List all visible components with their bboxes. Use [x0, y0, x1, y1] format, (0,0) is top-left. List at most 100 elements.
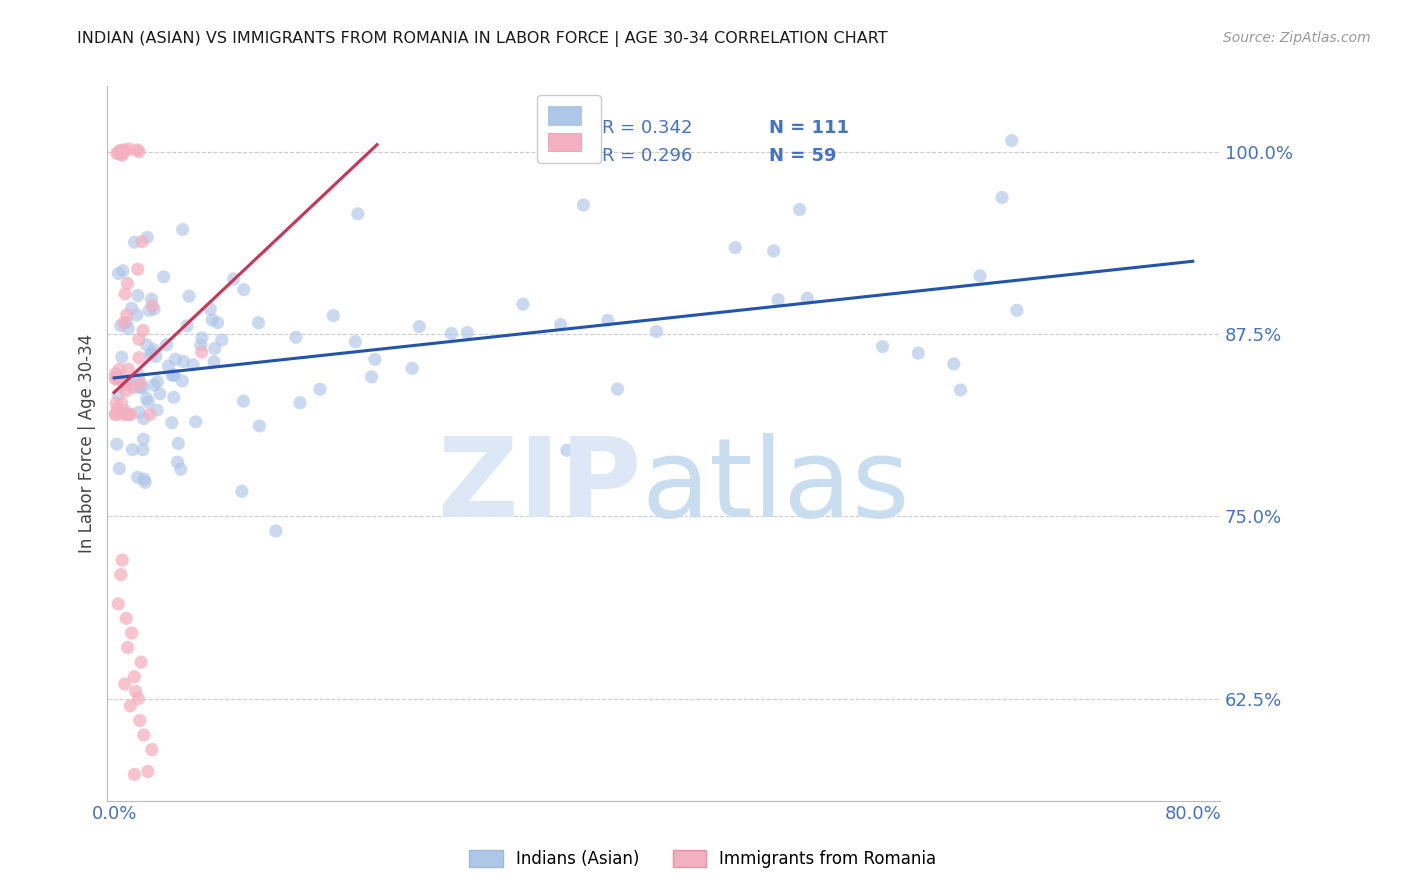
Text: N = 59: N = 59 [769, 147, 837, 165]
Point [796, 291, 818, 305]
Point [114, 403, 136, 417]
Point [107, 387, 129, 401]
Point [132, 323, 155, 337]
Point [117, 277, 139, 291]
Point [176, 318, 198, 333]
Point [141, 742, 163, 756]
Point [127, 470, 149, 484]
Point [107, 401, 129, 416]
Point [107, 370, 129, 384]
Point [127, 143, 149, 157]
Point [190, 338, 212, 352]
Point [110, 567, 132, 582]
Point [128, 714, 150, 728]
Point [163, 368, 186, 382]
Point [111, 350, 134, 364]
Point [114, 677, 136, 691]
Point [172, 222, 194, 236]
Point [232, 283, 254, 297]
Point [124, 670, 146, 684]
Point [105, 396, 128, 410]
Point [322, 309, 344, 323]
Point [152, 269, 174, 284]
Point [201, 313, 224, 327]
Point [120, 408, 142, 422]
Point [132, 432, 155, 446]
Point [346, 207, 368, 221]
Point [724, 241, 747, 255]
Point [136, 230, 159, 244]
Text: INDIAN (ASIAN) VS IMMIGRANTS FROM ROMANIA IN LABOR FORCE | AGE 30-34 CORRELATION: INDIAN (ASIAN) VS IMMIGRANTS FROM ROMANI… [77, 31, 889, 47]
Point [211, 333, 233, 347]
Point [204, 342, 226, 356]
Point [104, 408, 127, 422]
Point [104, 371, 127, 385]
Point [456, 326, 478, 340]
Point [942, 357, 965, 371]
Point [107, 597, 129, 611]
Point [111, 148, 134, 162]
Point [969, 268, 991, 283]
Point [108, 362, 131, 376]
Point [645, 325, 668, 339]
Point [132, 472, 155, 486]
Point [1001, 134, 1024, 148]
Point [181, 358, 204, 372]
Point [160, 416, 183, 430]
Point [247, 316, 270, 330]
Point [177, 289, 200, 303]
Point [128, 405, 150, 419]
Point [408, 319, 430, 334]
Point [132, 442, 155, 457]
Point [129, 376, 152, 391]
Point [222, 272, 245, 286]
Point [172, 354, 194, 368]
Point [115, 611, 138, 625]
Point [128, 368, 150, 383]
Point [762, 244, 785, 258]
Point [115, 384, 138, 398]
Point [117, 322, 139, 336]
Point [128, 379, 150, 393]
Text: R = 0.342: R = 0.342 [602, 119, 693, 136]
Point [141, 292, 163, 306]
Point [596, 313, 619, 327]
Point [401, 361, 423, 376]
Point [128, 145, 150, 159]
Point [167, 436, 190, 450]
Point [124, 235, 146, 250]
Point [104, 367, 127, 381]
Point [115, 374, 138, 388]
Point [136, 764, 159, 779]
Point [1005, 303, 1028, 318]
Point [129, 655, 152, 669]
Point [572, 198, 595, 212]
Point [112, 143, 135, 157]
Point [121, 442, 143, 457]
Point [360, 369, 382, 384]
Point [112, 145, 135, 159]
Point [107, 267, 129, 281]
Point [134, 475, 156, 490]
Point [132, 411, 155, 425]
Point [364, 352, 387, 367]
Point [766, 293, 789, 307]
Point [120, 377, 142, 392]
Point [105, 437, 128, 451]
Point [111, 396, 134, 410]
Point [111, 408, 134, 422]
Point [247, 419, 270, 434]
Point [105, 368, 128, 383]
Point [111, 553, 134, 567]
Point [344, 334, 367, 349]
Point [191, 331, 214, 345]
Text: ZIP: ZIP [437, 433, 641, 540]
Point [143, 301, 166, 316]
Point [120, 698, 142, 713]
Point [145, 350, 167, 364]
Point [163, 391, 186, 405]
Point [138, 303, 160, 318]
Text: R = 0.296: R = 0.296 [602, 147, 693, 165]
Point [105, 372, 128, 386]
Point [125, 308, 148, 322]
